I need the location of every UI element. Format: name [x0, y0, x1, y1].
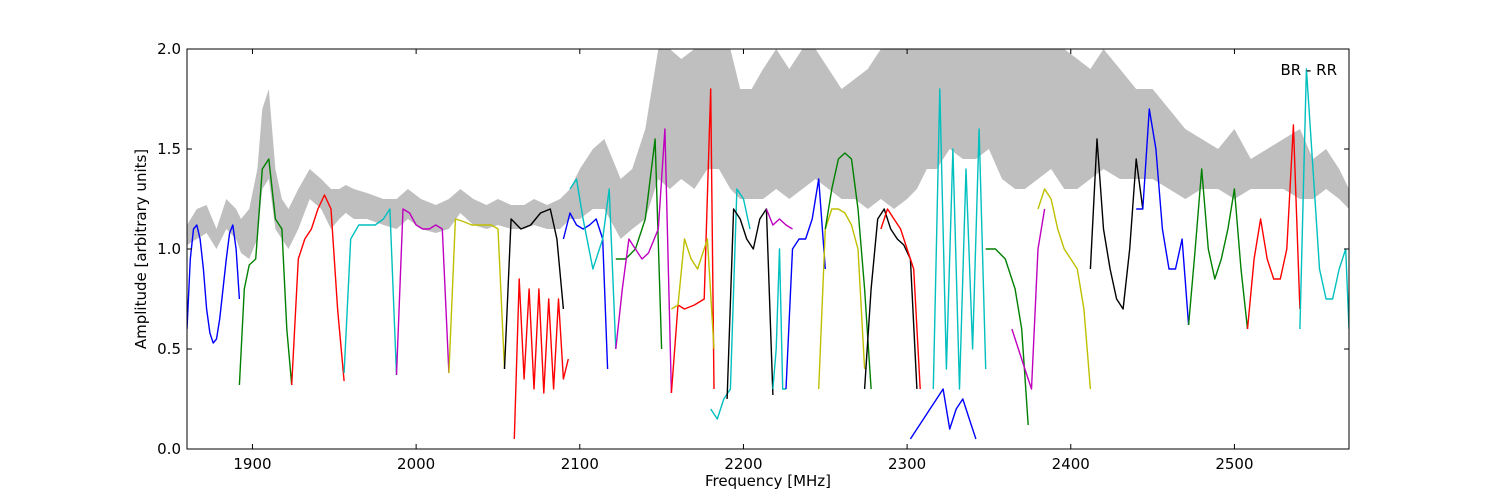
series-line-16 [765, 208, 793, 230]
series-line-23 [909, 388, 977, 440]
series-line-5 [448, 218, 506, 374]
series-line-1 [238, 158, 293, 386]
y-axis-ticks: 0.0 0.5 1.0 1.5 2.0 [157, 40, 1349, 458]
series-line-24 [932, 88, 987, 390]
x-axis-ticks: 1900 2000 2100 2200 2300 2400 2500 [233, 49, 1254, 473]
y-tick-label: 0.5 [157, 340, 181, 358]
series-line-14 [710, 188, 751, 420]
series-layer [187, 68, 1349, 440]
series-line-8 [562, 212, 609, 370]
series-line-15 [726, 208, 774, 400]
reference-band [187, 49, 1349, 259]
x-tick-label: 2100 [561, 455, 599, 473]
series-line-31 [1246, 124, 1301, 330]
series-line-2 [291, 194, 345, 386]
series-line-9 [569, 178, 617, 350]
series-line-17 [772, 248, 786, 390]
series-line-11 [615, 128, 673, 394]
series-line-0 [187, 224, 241, 344]
series-line-30 [1187, 168, 1249, 330]
series-line-6 [503, 208, 565, 370]
y-tick-label: 1.5 [157, 140, 181, 158]
y-tick-label: 0.0 [157, 440, 181, 458]
x-tick-label: 2200 [724, 455, 762, 473]
x-tick-label: 2400 [1052, 455, 1090, 473]
reference-band-layer [187, 49, 1349, 259]
series-line-13 [671, 238, 715, 350]
series-line-25 [985, 248, 1029, 426]
series-line-10 [615, 138, 663, 350]
series-line-3 [343, 208, 398, 376]
series-line-28 [1089, 138, 1144, 310]
series-line-7 [513, 278, 569, 440]
series-line-26 [1011, 208, 1046, 390]
series-line-29 [1136, 108, 1190, 326]
x-tick-label: 1900 [233, 455, 271, 473]
x-tick-label: 2500 [1215, 455, 1253, 473]
series-line-18 [785, 178, 826, 390]
series-line-22 [880, 208, 921, 390]
series-line-32 [1299, 68, 1349, 330]
x-tick-label: 2000 [397, 455, 435, 473]
y-tick-label: 2.0 [157, 40, 181, 58]
series-line-27 [1037, 188, 1092, 390]
x-tick-label: 2300 [888, 455, 926, 473]
series-line-20 [824, 152, 872, 390]
y-axis-label: Amplitude [arbitrary units] [132, 149, 150, 349]
y-tick-label: 1.0 [157, 240, 181, 258]
annotation-label: BR - RR [1280, 61, 1337, 79]
series-line-4 [395, 208, 450, 376]
x-axis-label: Frequency [MHz] [705, 472, 831, 490]
